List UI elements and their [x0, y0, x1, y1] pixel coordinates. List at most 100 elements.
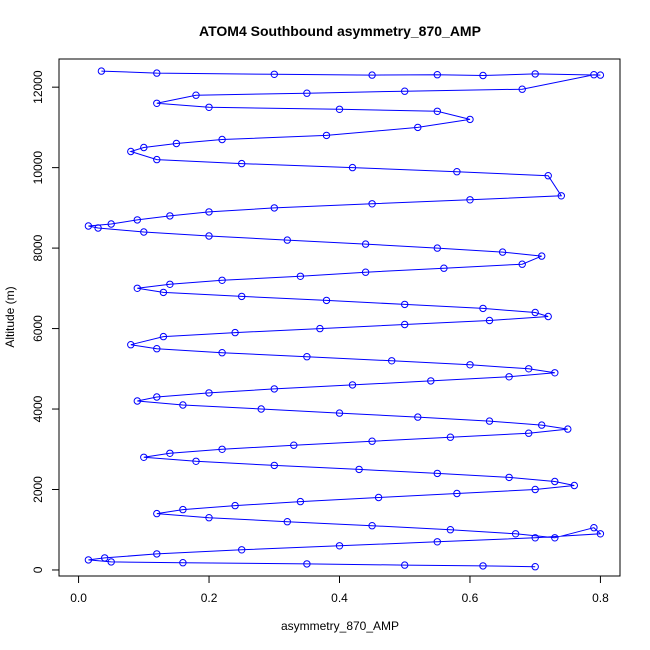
data-point [153, 509, 161, 518]
data-point [179, 401, 187, 409]
y-tick-label: 6000 [31, 315, 45, 342]
chart-title: ATOM4 Southbound asymmetry_870_AMP [199, 23, 481, 39]
data-point [361, 240, 370, 248]
data-point [531, 70, 539, 78]
data-point [140, 143, 148, 152]
data-point [205, 232, 213, 240]
data-point [192, 91, 200, 99]
data-point [531, 534, 539, 542]
data-point [525, 365, 533, 373]
data-point [218, 135, 226, 144]
data-point [433, 469, 441, 478]
data-point [231, 328, 239, 337]
data-point [590, 71, 598, 79]
data-point [440, 264, 448, 272]
data-point [140, 453, 148, 461]
series-line [88, 70, 602, 568]
y-axis-label: Altitude (m) [3, 286, 17, 347]
y-tick-label: 4000 [31, 395, 45, 422]
data-point [166, 280, 174, 288]
data-point [218, 445, 226, 453]
data-point [505, 373, 513, 381]
x-tick-label: 0.2 [201, 591, 218, 605]
data-point [446, 526, 455, 534]
data-point [368, 522, 376, 530]
data-point [401, 320, 409, 329]
data-point [518, 85, 526, 93]
x-tick-label: 0.8 [592, 591, 609, 605]
data-point [368, 200, 376, 208]
data-point [316, 324, 324, 333]
data-point [479, 562, 487, 570]
data-point [270, 204, 278, 212]
data-point [153, 99, 161, 108]
data-point [335, 542, 344, 550]
x-tick-label: 0.0 [70, 591, 87, 605]
plot-area [84, 67, 605, 571]
data-point [433, 107, 441, 116]
data-point [218, 276, 226, 284]
x-axis-label: asymmetry_870_AMP [281, 619, 399, 633]
data-point [453, 489, 461, 498]
data-point [466, 361, 474, 369]
data-point [485, 316, 494, 325]
data-point [133, 284, 142, 292]
x-axis: 0.0 0.2 0.4 0.6 0.8 [70, 575, 609, 605]
data-point [348, 381, 357, 389]
data-point [446, 433, 455, 441]
data-point [335, 105, 344, 114]
data-point [453, 168, 461, 176]
data-point [205, 389, 213, 397]
y-tick-label: 0 [31, 566, 45, 573]
data-point [525, 429, 533, 437]
data-point [231, 501, 239, 510]
data-point [153, 550, 161, 558]
data-point [388, 357, 396, 365]
data-point [101, 554, 109, 562]
data-point [596, 530, 605, 538]
data-point [544, 172, 552, 180]
data-point [238, 546, 246, 554]
data-point [270, 70, 278, 79]
data-point [153, 393, 161, 401]
data-point [192, 457, 200, 465]
data-point [551, 369, 559, 377]
data-point [433, 244, 441, 252]
data-point [427, 377, 435, 385]
data-point [296, 272, 305, 280]
data-point [368, 437, 376, 445]
x-tick-label: 0.6 [462, 591, 479, 605]
data-point [485, 417, 494, 425]
data-point [270, 385, 278, 393]
data-point [140, 228, 148, 236]
data-point [498, 248, 507, 256]
data-point [159, 288, 168, 297]
data-point [322, 131, 331, 140]
data-point [479, 304, 487, 313]
y-tick-label: 12000 [31, 70, 45, 104]
data-point [153, 155, 161, 164]
data-point [179, 505, 187, 514]
data-point [296, 497, 305, 506]
x-tick-label: 0.4 [331, 591, 348, 605]
data-point [355, 465, 363, 474]
data-point [374, 493, 383, 502]
data-point [531, 563, 539, 571]
data-point [401, 300, 409, 309]
data-point [401, 87, 409, 95]
data-point [335, 409, 344, 417]
data-point [153, 345, 161, 353]
y-axis: 0 2000 4000 6000 8000 10000 12000 [31, 70, 60, 573]
data-point [133, 216, 142, 224]
data-point [166, 449, 174, 457]
data-point [551, 477, 559, 486]
data-point [414, 413, 422, 421]
data-point [401, 561, 409, 569]
data-point [127, 147, 135, 156]
data-point [531, 485, 539, 494]
y-tick-label: 2000 [31, 476, 45, 503]
data-point [518, 260, 526, 268]
data-point [348, 163, 357, 172]
data-point [205, 514, 213, 522]
